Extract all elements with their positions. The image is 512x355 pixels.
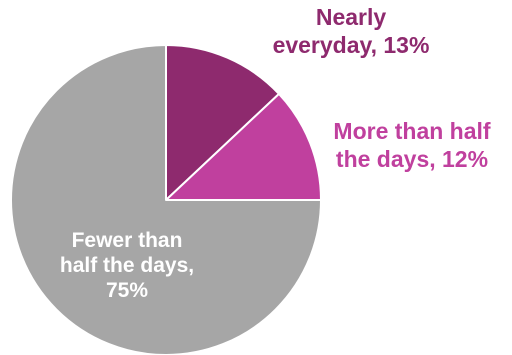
slice-label-line: Nearly (315, 4, 387, 30)
slice-label-line: Fewer than (71, 229, 183, 252)
pie-slice-0 (165, 44, 280, 201)
slice-label-line: half the days, (59, 254, 195, 278)
slice-label-line: everyday, 13% (272, 31, 430, 58)
pie-slice-1 (165, 92, 322, 201)
pie-slices (10, 44, 322, 355)
slice-label-line: More than half (333, 118, 491, 144)
pie-slice-2 (10, 44, 322, 355)
slice-label-line: 75% (105, 279, 149, 303)
slice-label-fewer-than-half: Fewer than half the days, 75% (42, 228, 212, 304)
slice-label-more-than-half: More than half the days, 12% (314, 118, 510, 173)
slice-label-line: the days, 12% (335, 145, 489, 172)
slice-label-nearly-everyday: Nearly everyday, 13% (258, 4, 444, 59)
